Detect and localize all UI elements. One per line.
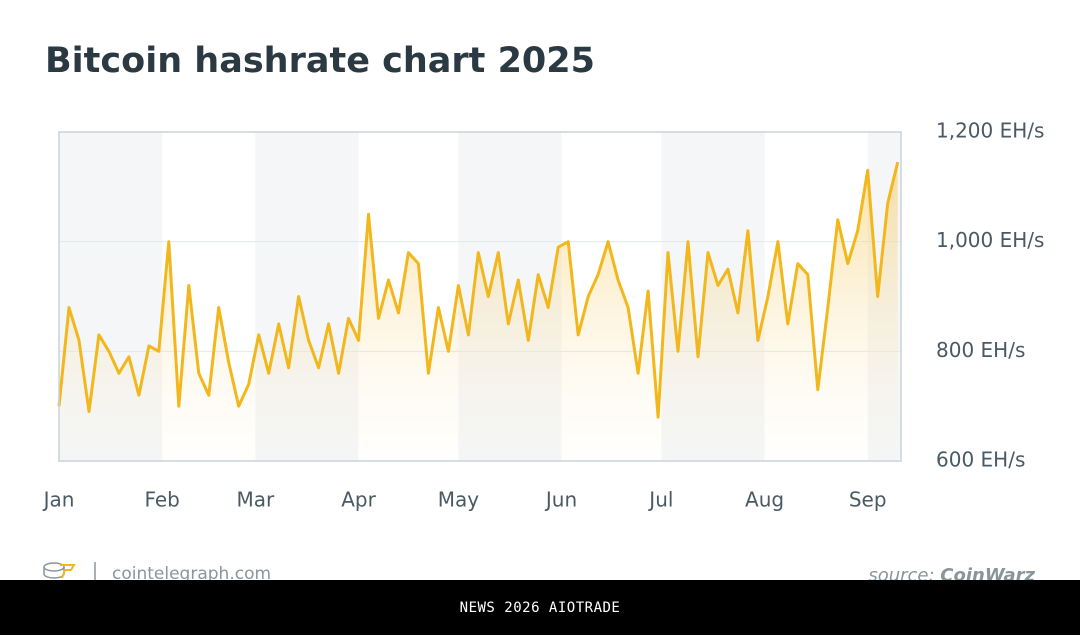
x-tick-label: Jun <box>544 488 577 512</box>
x-tick-label: Apr <box>341 488 376 512</box>
area <box>59 162 898 461</box>
site-label: cointelegraph.com <box>112 564 271 580</box>
x-tick-label: May <box>438 488 480 512</box>
y-tick-label: 800 EH/s <box>936 338 1025 362</box>
chart-title: Bitcoin hashrate chart 2025 <box>45 41 595 81</box>
source: source: CoinWarz <box>868 565 1035 580</box>
x-tick-label: Jul <box>647 488 673 512</box>
y-tick-label: 600 EH/s <box>936 448 1025 472</box>
chart: Bitcoin hashrate chart 2025 cointelegrap… <box>42 41 1045 586</box>
source-label: source: <box>868 565 934 580</box>
line <box>57 161 900 419</box>
y-tick-label: 1,000 EH/s <box>936 228 1044 252</box>
y-tick-label: 1,200 EH/s <box>936 119 1044 143</box>
x-tick-label: Feb <box>144 488 179 512</box>
x-tick-label: Jan <box>42 488 75 512</box>
x-tick-label: Sep <box>849 488 887 512</box>
banner: NEWS 2026 AIOTRADE <box>0 580 1080 635</box>
logo <box>43 562 96 580</box>
plot-frame <box>58 131 902 462</box>
x-tick-label: Mar <box>236 488 275 512</box>
x-tick-label: Aug <box>745 488 784 512</box>
source-name: CoinWarz <box>940 565 1035 580</box>
